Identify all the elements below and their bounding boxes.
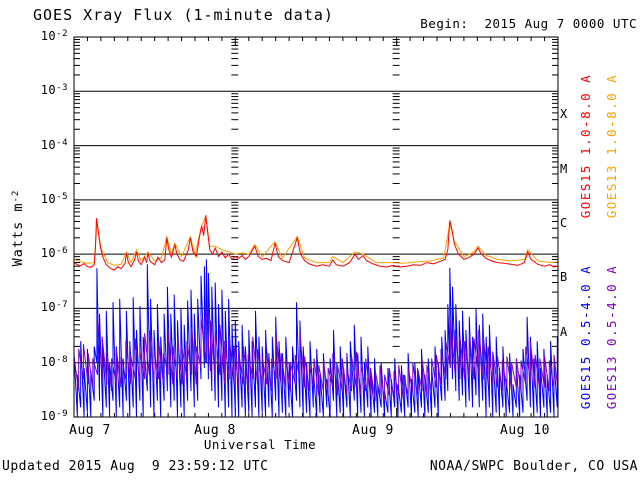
series-goes13-1.0-8.0-a [73, 214, 559, 266]
x-tick-label: Aug 9 [352, 423, 394, 438]
flare-class-label-a: A [560, 324, 568, 339]
x-axis-title: Universal Time [203, 437, 317, 452]
legend-goes15-1.0-8.0-a: GOES15 1.0-8.0 A [578, 73, 593, 219]
y-tick-label: 10-8 [40, 354, 68, 369]
y-tick-label: 10-6 [40, 246, 68, 261]
begin-timestamp: Begin: 2015 Aug 7 0000 UTC [420, 16, 637, 31]
flare-class-label-m: M [560, 161, 568, 176]
x-tick-label: Aug 7 [69, 423, 111, 438]
x-tick-label: Aug 10 [500, 423, 550, 438]
legend-goes13-1.0-8.0-a: GOES13 1.0-8.0 A [604, 73, 619, 219]
chart-title: GOES Xray Flux (1-minute data) [33, 6, 334, 24]
x-tick-label: Aug 8 [194, 423, 236, 438]
y-tick-label: 10-7 [40, 300, 68, 315]
series-goes13-0.5-4.0-a [73, 306, 559, 401]
plot-border [73, 36, 559, 418]
flare-class-label-b: B [560, 270, 568, 285]
updated-timestamp: Updated 2015 Aug 9 23:59:12 UTC [2, 459, 269, 474]
y-tick-label: 10-3 [40, 83, 68, 98]
y-tick-label: 10-4 [40, 137, 68, 152]
series-goes15-1.0-8.0-a [73, 215, 559, 271]
source-credit: NOAA/SWPC Boulder, CO USA [429, 459, 638, 474]
legend-goes13-0.5-4.0-a: GOES13 0.5-4.0 A [604, 264, 619, 410]
y-axis-title: Watts m-2 [10, 189, 26, 267]
flare-class-label-c: C [560, 216, 568, 230]
y-tick-label: 10-5 [40, 191, 68, 206]
y-tick-label: 10-9 [40, 409, 68, 423]
series-goes15-0.5-4.0-a [73, 259, 558, 418]
legend-goes15-0.5-4.0-a: GOES15 0.5-4.0 A [578, 264, 593, 410]
flare-class-label-x: X [560, 107, 568, 122]
y-tick-label: 10-2 [40, 29, 68, 43]
